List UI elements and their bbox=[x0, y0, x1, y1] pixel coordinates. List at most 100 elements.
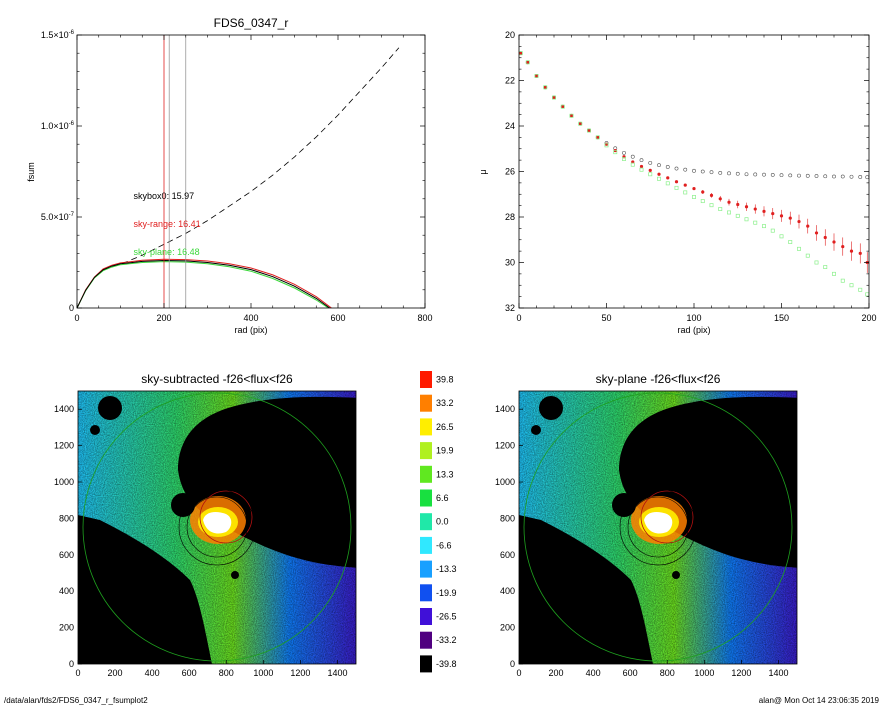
mu-point bbox=[525, 60, 530, 65]
mu-point bbox=[849, 249, 854, 253]
mu-point bbox=[534, 74, 539, 78]
sky-subtracted-x-tick-label-2: 400 bbox=[145, 668, 160, 678]
sky-subtracted-x-tick-label-3: 600 bbox=[182, 668, 197, 678]
mu-point bbox=[692, 195, 696, 199]
sky-subtracted-saturated-core bbox=[203, 512, 232, 534]
colorbar-label-3: 19.9 bbox=[436, 446, 454, 456]
sky-subtracted-x-ticks: 0 200 400 600 800 1000 1200 1400 bbox=[75, 660, 347, 678]
sky-plane-y-tick-label-4: 800 bbox=[500, 513, 515, 523]
sky-subtracted-x-tick-label-1: 200 bbox=[108, 668, 123, 678]
fsum-xlabel: rad (pix) bbox=[234, 325, 267, 335]
mu-point bbox=[596, 135, 600, 139]
sky-plane-x-tick-label-5: 1000 bbox=[694, 668, 714, 678]
mu-point bbox=[858, 175, 863, 179]
sky-plane-y-tick-label-2: 400 bbox=[500, 586, 515, 596]
mu-point bbox=[841, 244, 845, 249]
mu-x-tick-label-3: 150 bbox=[774, 313, 789, 323]
mu-point bbox=[587, 128, 591, 133]
colorbar-swatch-0 bbox=[420, 371, 432, 388]
mu-point bbox=[753, 172, 758, 177]
sky-plane-x-tick-label-6: 1200 bbox=[731, 668, 751, 678]
colorbar-label-11: -33.2 bbox=[436, 635, 457, 645]
mu-point bbox=[674, 166, 679, 171]
mu-frame bbox=[518, 34, 870, 309]
colorbar-swatch-7 bbox=[420, 536, 432, 554]
mu-y-ticks: 20 22 24 26 28 30 32 bbox=[505, 30, 869, 313]
mu-point bbox=[569, 113, 574, 118]
mu-point bbox=[779, 214, 784, 218]
mu-point bbox=[823, 235, 827, 240]
mu-point bbox=[770, 228, 775, 233]
mu-point bbox=[858, 251, 862, 255]
mu-point bbox=[814, 231, 819, 235]
mu-panel: 0 50 100 150 200 20 22 24 26 28 30 32 rad (pix) μ bbox=[478, 30, 877, 335]
fsum-series-0 bbox=[102, 47, 400, 271]
mu-point bbox=[683, 167, 688, 172]
mu-point bbox=[865, 175, 869, 180]
sky-plane-saturated-core bbox=[644, 512, 673, 534]
sky-subtracted-panel: sky-subtracted -f26<flux<f26 0 200 400 600 8… bbox=[54, 372, 357, 678]
colorbar-swatch-1 bbox=[420, 394, 432, 412]
mu-point bbox=[727, 171, 731, 176]
sky-subtracted-outer-ring bbox=[82, 392, 352, 662]
mu-point bbox=[639, 167, 644, 172]
sky-subtracted-x-tick-label-0: 0 bbox=[75, 668, 80, 678]
mu-point bbox=[736, 202, 740, 207]
mu-point bbox=[779, 234, 784, 239]
sky-plane-x-tick-label-4: 800 bbox=[660, 668, 675, 678]
mu-y-tick-label-0: 20 bbox=[505, 30, 515, 40]
colorbar-label-12: -39.8 bbox=[436, 659, 457, 669]
sky-plane-x-tick-label-3: 600 bbox=[623, 668, 638, 678]
sky-plane-x-tick-label-7: 1400 bbox=[768, 668, 788, 678]
mu-point bbox=[648, 168, 652, 172]
mu-point bbox=[735, 171, 740, 176]
mu-point bbox=[797, 173, 801, 178]
colorbar-swatch-5 bbox=[420, 489, 432, 507]
mu-point bbox=[666, 176, 670, 180]
colorbar-label-10: -26.5 bbox=[436, 612, 457, 622]
sky-subtracted-y-tick-label-7: 1400 bbox=[54, 404, 74, 414]
mu-point bbox=[604, 142, 609, 146]
mu-point bbox=[657, 176, 661, 181]
mu-point bbox=[814, 174, 819, 178]
fsum-annotation-0: skybox0: 15.97 bbox=[134, 191, 195, 201]
colorbar: 39.8 33.2 26.5 19.9 13.3 6.6 0.0 -6.6 -13.3 -19.9… bbox=[420, 371, 457, 673]
mu-point bbox=[578, 121, 583, 126]
mu-point bbox=[519, 51, 523, 55]
mu-point bbox=[648, 172, 653, 177]
fsum-x-tick-label-0: 0 bbox=[74, 313, 79, 323]
sky-plane-y-ticks: 0 200 400 600 800 1000 1200 1400 bbox=[495, 404, 523, 669]
colorbar-label-7: -6.6 bbox=[436, 540, 452, 550]
fsum-annotations: skybox0: 15.97 sky-range: 16.41 sky-plane:… bbox=[134, 191, 201, 257]
mu-point bbox=[587, 128, 591, 133]
mu-point bbox=[805, 173, 810, 178]
fsum-y-ticks: 0 5.0×10-7 1.0×10-6 1.5×10-6 bbox=[41, 30, 425, 313]
mu-point bbox=[692, 186, 696, 191]
mu-point bbox=[526, 60, 530, 64]
mu-point bbox=[788, 240, 793, 244]
mu-point bbox=[840, 174, 845, 179]
mu-point bbox=[727, 200, 731, 204]
mu-y-tick-label-5: 30 bbox=[505, 258, 515, 268]
mu-point bbox=[735, 213, 740, 218]
footer-file-path: /data/alan/fds2/FDS6_0347_r_fsumplot2 bbox=[4, 696, 148, 705]
sky-subtracted-y-tick-label-5: 1000 bbox=[54, 477, 74, 487]
fsum-annotation-2: sky-plane: 16.48 bbox=[134, 247, 200, 257]
sky-plane-x-tick-label-2: 400 bbox=[586, 668, 601, 678]
fsum-series-3 bbox=[77, 259, 330, 308]
mu-point bbox=[744, 217, 749, 222]
mu-point bbox=[622, 150, 626, 155]
mu-point bbox=[779, 173, 784, 178]
sky-subtracted-x-tick-label-5: 1000 bbox=[253, 668, 273, 678]
mu-point bbox=[543, 85, 548, 90]
mu-point bbox=[595, 135, 600, 140]
sky-plane-y-tick-label-0: 0 bbox=[510, 659, 515, 669]
sky-subtracted-y-tick-label-3: 600 bbox=[59, 550, 74, 560]
fsum-series-2 bbox=[77, 261, 329, 308]
mu-point bbox=[543, 85, 547, 89]
mu-point bbox=[569, 114, 574, 118]
mu-point bbox=[849, 283, 854, 288]
fsum-y-tick-label-1: 5.0×10-7 bbox=[41, 212, 75, 222]
sky-subtracted-title: sky-subtracted -f26<flux<f26 bbox=[141, 372, 293, 386]
